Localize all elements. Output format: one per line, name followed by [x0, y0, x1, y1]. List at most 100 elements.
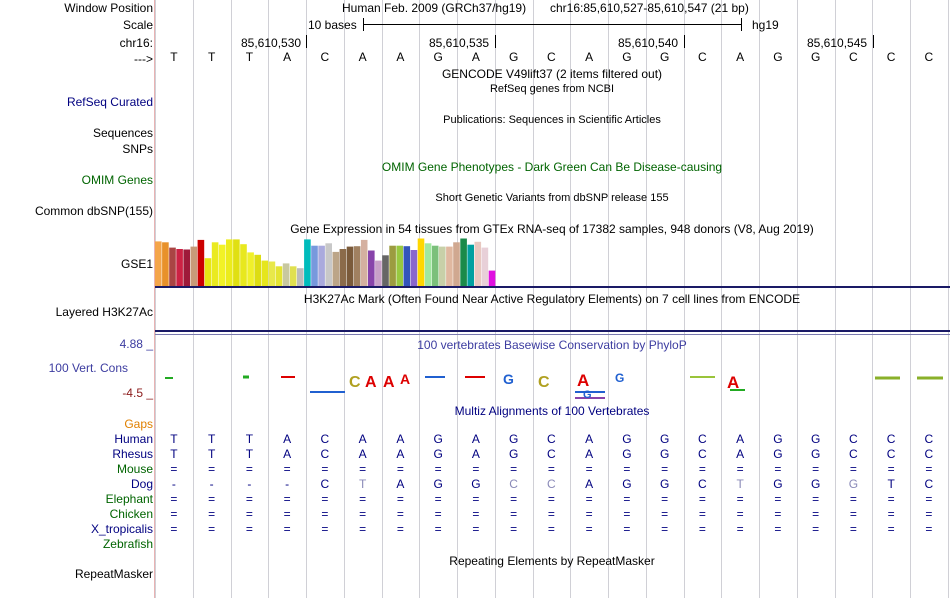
track-title-gencode[interactable]: GENCODE V49lift37 (2 items filtered out)	[441, 67, 663, 81]
base: =	[661, 522, 669, 536]
gtex-bar[interactable]	[240, 244, 247, 286]
gtex-bar[interactable]	[261, 260, 269, 286]
label-refseq-curated[interactable]: RefSeq Curated	[66, 95, 153, 109]
gtex-bar[interactable]	[339, 249, 347, 286]
gtex-bar[interactable]	[439, 246, 446, 286]
position-range: chr16:85,610,527-85,610,547 (21 bp)	[550, 1, 749, 15]
track-title-omim[interactable]: OMIM Gene Phenotypes - Dark Green Can Be…	[381, 160, 723, 174]
gtex-bar[interactable]	[254, 254, 261, 286]
label-gse1[interactable]: GSE1	[120, 257, 153, 271]
grid-line	[910, 0, 911, 598]
label-human[interactable]: Human	[114, 432, 153, 446]
gtex-bar[interactable]	[204, 258, 212, 286]
gtex-bar[interactable]	[190, 246, 198, 286]
gtex-bar[interactable]	[332, 251, 340, 286]
label-mouse[interactable]: Mouse	[116, 462, 153, 476]
gtex-bar[interactable]	[218, 244, 226, 286]
gtex-bar[interactable]	[375, 260, 382, 286]
gtex-bar[interactable]	[176, 249, 183, 286]
label-common-dbsnp[interactable]: Common dbSNP(155)	[34, 204, 153, 218]
label-gaps[interactable]: Gaps	[124, 417, 153, 431]
label-zebrafish[interactable]: Zebrafish	[102, 537, 153, 551]
label-chrom[interactable]: chr16:	[119, 36, 153, 50]
gtex-bar[interactable]	[289, 266, 297, 286]
gtex-bar[interactable]	[453, 242, 460, 286]
label-sequences[interactable]: Sequences	[92, 126, 153, 140]
label-scale[interactable]: Scale	[122, 18, 153, 32]
gtex-bar[interactable]	[197, 239, 205, 286]
gtex-bar[interactable]	[304, 239, 311, 286]
gtex-bar[interactable]	[247, 252, 254, 286]
base: =	[547, 492, 555, 506]
label-rhesus[interactable]: Rhesus	[112, 447, 153, 461]
label-window-position[interactable]: Window Position	[64, 1, 153, 15]
base: G	[508, 447, 519, 461]
base: =	[434, 462, 442, 476]
label-dog[interactable]: Dog	[130, 477, 153, 491]
gtex-bar[interactable]	[481, 247, 489, 286]
label-repeatmasker[interactable]: RepeatMasker	[74, 567, 153, 581]
track-title-gtex[interactable]: Gene Expression in 54 tissues from GTEx …	[290, 222, 814, 236]
gtex-bar[interactable]	[431, 245, 439, 286]
label-sequence-arrow[interactable]: --->	[134, 52, 153, 66]
label-snps[interactable]: SNPs	[122, 142, 153, 156]
gtex-bar[interactable]	[282, 263, 290, 286]
gtex-bar[interactable]	[275, 266, 283, 286]
label-100-vert-cons[interactable]: 100 Vert. Cons	[48, 361, 128, 375]
label-x-tropicalis[interactable]: X_tropicalis	[90, 522, 153, 536]
gtex-bar[interactable]	[311, 245, 318, 286]
gtex-bar[interactable]	[424, 243, 432, 286]
gtex-bar[interactable]	[318, 245, 325, 286]
track-title-publications[interactable]: Publications: Sequences in Scientific Ar…	[443, 114, 661, 126]
gtex-bar[interactable]	[353, 246, 361, 286]
track-title-dbsnp[interactable]: Short Genetic Variants from dbSNP releas…	[435, 192, 669, 204]
gtex-bar[interactable]	[368, 250, 375, 287]
gtex-bar[interactable]	[403, 246, 411, 286]
base: C	[886, 432, 896, 446]
phylop-conservation-logo[interactable]: C A A A G C A G G A	[155, 366, 950, 402]
gtex-bar[interactable]	[169, 247, 176, 286]
gtex-bar[interactable]	[346, 246, 354, 286]
gtex-bar[interactable]	[446, 246, 453, 286]
base: =	[359, 492, 367, 506]
base: =	[170, 522, 178, 536]
base: =	[887, 507, 895, 521]
gtex-bar[interactable]	[360, 239, 368, 286]
gtex-bar[interactable]	[389, 245, 396, 286]
gtex-bar[interactable]	[233, 239, 240, 286]
track-title-h3k27ac[interactable]: H3K27Ac Mark (Often Found Near Active Re…	[303, 292, 801, 306]
gtex-bar[interactable]	[226, 239, 233, 286]
base: G	[773, 477, 783, 491]
label-chicken[interactable]: Chicken	[109, 507, 153, 521]
track-title-refseq[interactable]: RefSeq genes from NCBI	[489, 83, 615, 95]
track-title-repeatmasker[interactable]: Repeating Elements by RepeatMasker	[449, 554, 655, 568]
gtex-expression-chart[interactable]	[155, 236, 545, 288]
label-omim-genes[interactable]: OMIM Genes	[81, 173, 153, 187]
grid-line	[230, 0, 232, 598]
label-elephant[interactable]: Elephant	[105, 492, 153, 506]
base: C	[320, 477, 330, 491]
gtex-bar[interactable]	[467, 244, 474, 286]
track-title-multiz[interactable]: Multiz Alignments of 100 Vertebrates	[454, 404, 650, 418]
base: C	[320, 50, 330, 64]
gtex-bar[interactable]	[183, 249, 190, 287]
label-layered-h3k27ac[interactable]: Layered H3K27Ac	[55, 305, 153, 319]
gtex-bar[interactable]	[474, 241, 482, 286]
gtex-bar[interactable]	[417, 238, 425, 287]
gtex-bar[interactable]	[297, 268, 304, 286]
track-title-phylop[interactable]: 100 vertebrates Basewise Conservation by…	[417, 338, 687, 352]
gtex-bar[interactable]	[325, 243, 332, 286]
gtex-bar[interactable]	[488, 270, 496, 286]
base: A	[585, 447, 594, 461]
gtex-bar[interactable]	[410, 250, 418, 286]
gtex-bar[interactable]	[211, 242, 219, 286]
gtex-bar[interactable]	[396, 245, 403, 286]
gtex-bar[interactable]	[460, 238, 467, 287]
gtex-bar[interactable]	[268, 261, 276, 287]
base: =	[925, 522, 933, 536]
base: C	[849, 432, 858, 446]
gtex-bar[interactable]	[382, 255, 389, 286]
base: =	[547, 507, 555, 521]
gtex-bar[interactable]	[162, 242, 169, 286]
gtex-bar[interactable]	[155, 241, 162, 286]
